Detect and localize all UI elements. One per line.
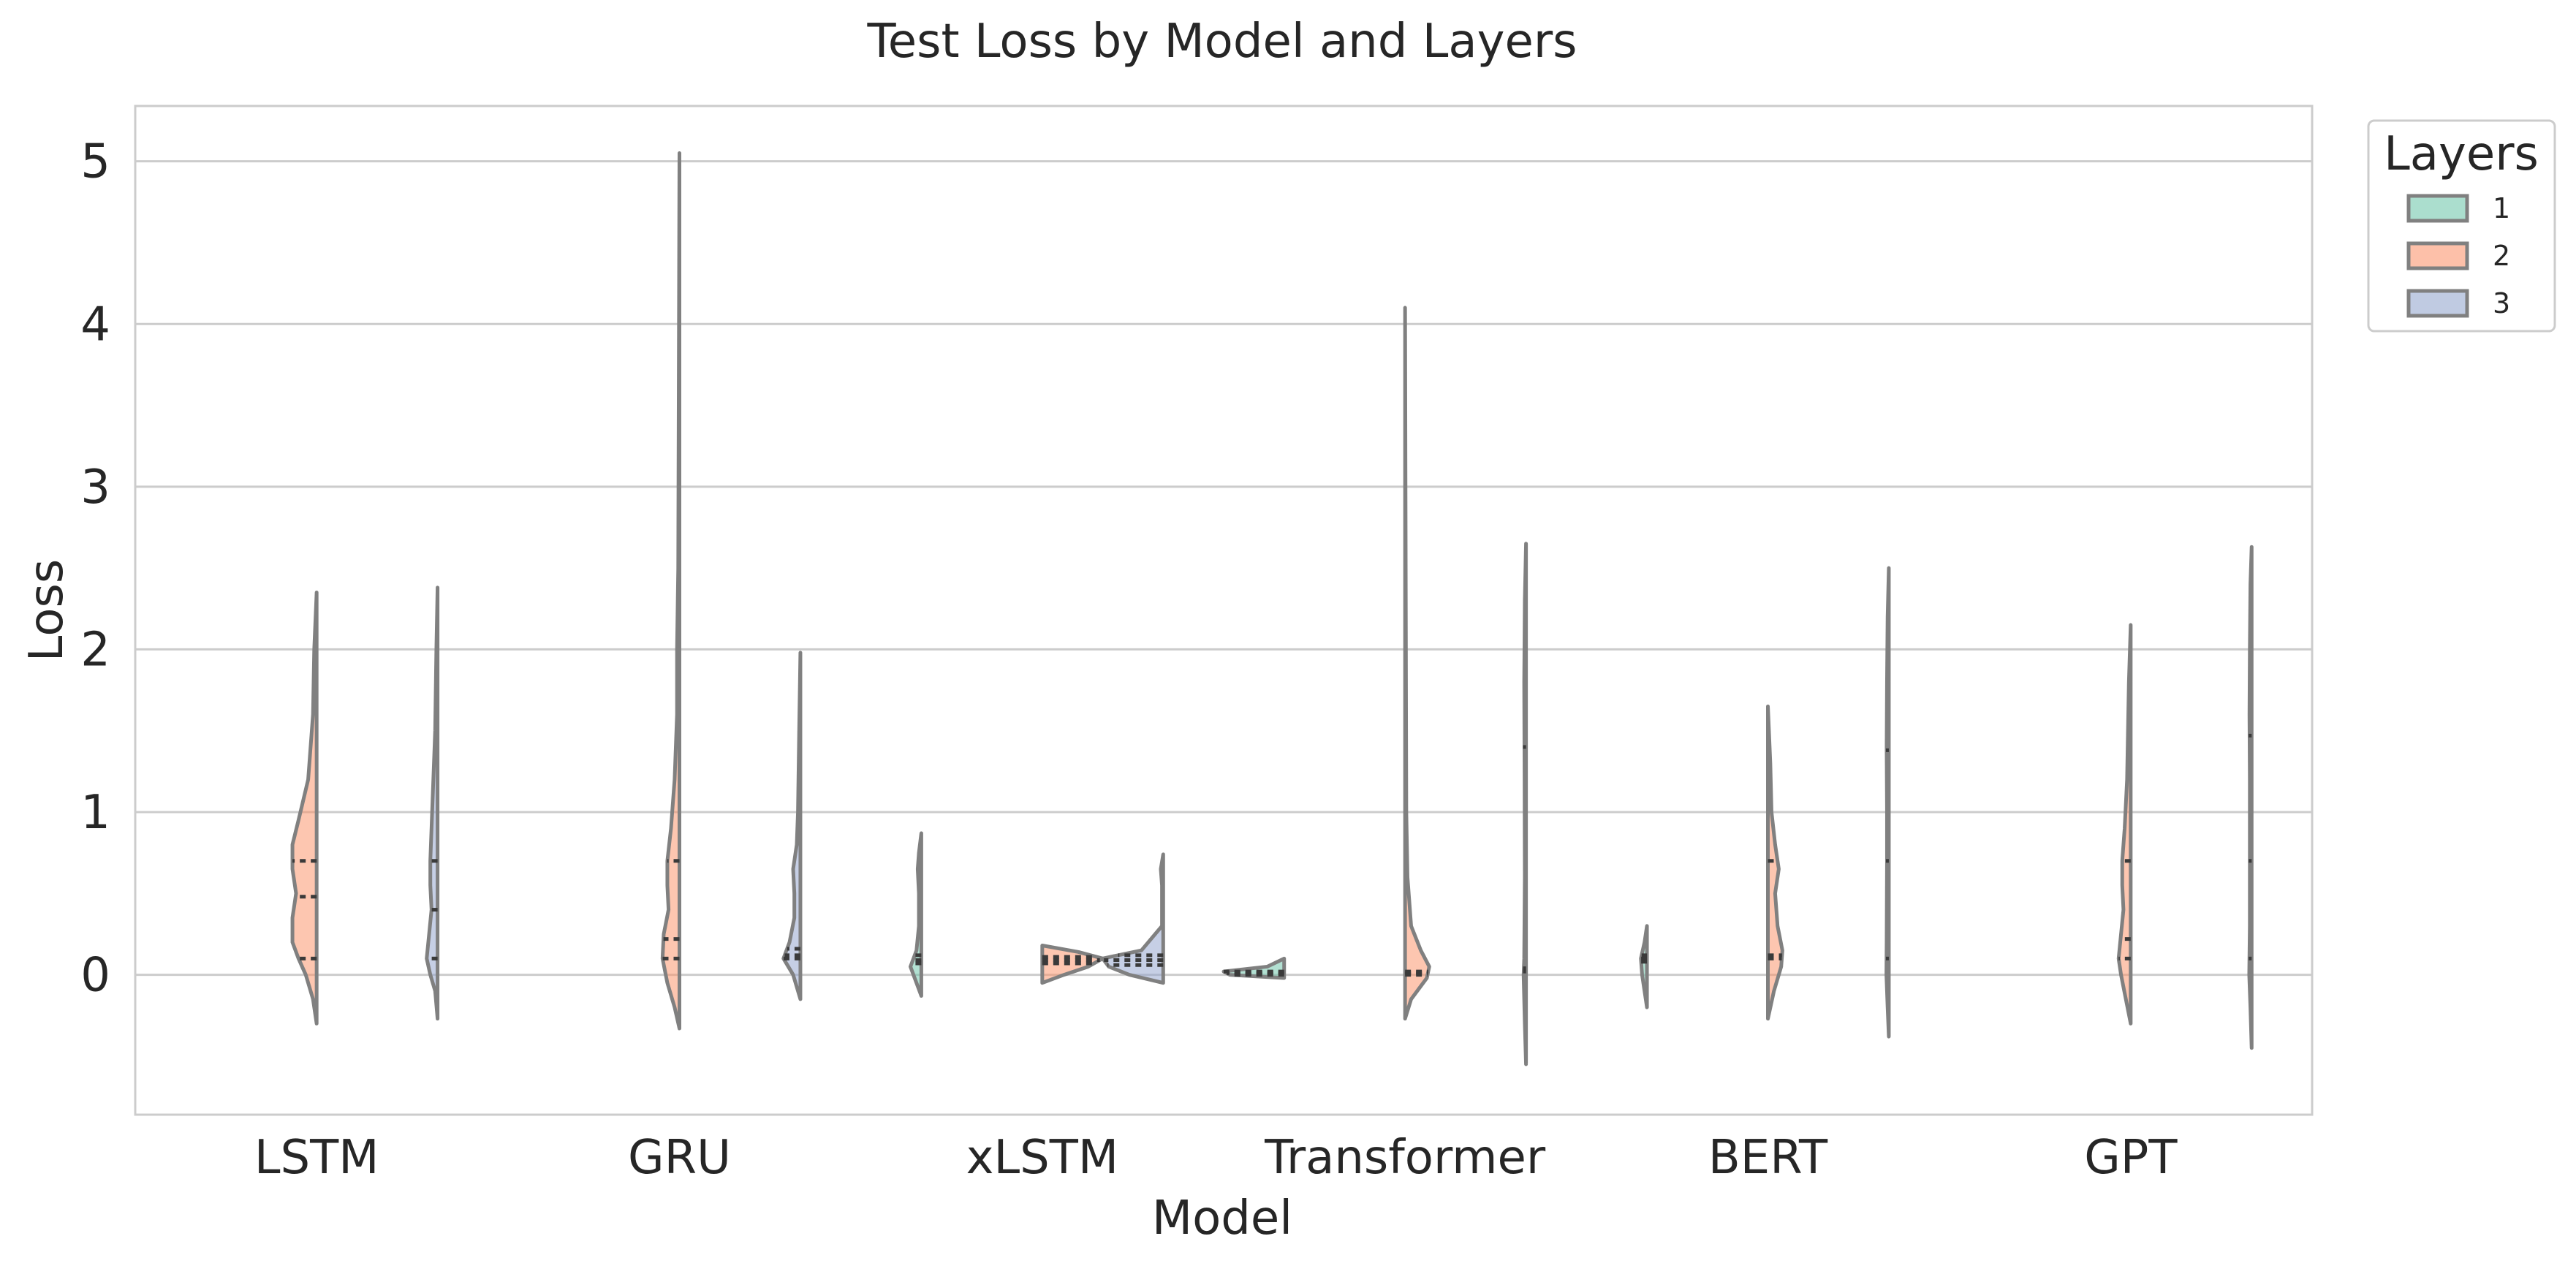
violin-xlstm-layers-3 xyxy=(1101,852,1165,985)
legend-label: 3 xyxy=(2493,287,2510,319)
violin-body xyxy=(1521,542,1528,1066)
legend-swatch xyxy=(2406,289,2469,318)
legend-box xyxy=(2367,119,2556,333)
legend-label: 2 xyxy=(2493,240,2510,272)
y-tick-label: 0 xyxy=(80,949,110,1003)
legend-title: Layers xyxy=(2384,127,2539,181)
chart-title: Test Loss by Model and Layers xyxy=(867,15,1577,69)
legend: Layers 1 2 3 xyxy=(2367,119,2556,333)
violin-body xyxy=(781,651,803,1001)
plot-area xyxy=(135,106,2312,1115)
gridlines xyxy=(135,160,2312,977)
x-tick-label: Transformer xyxy=(1264,1131,1546,1185)
y-tick-label: 1 xyxy=(80,786,110,840)
x-tick-label: LSTM xyxy=(254,1131,379,1185)
legend-entries: 1 2 3 xyxy=(2406,192,2510,319)
violin-gru-layers-3 xyxy=(781,651,803,1001)
x-tick-label: GPT xyxy=(2084,1131,2178,1185)
x-axis-label: Model xyxy=(1152,1191,1292,1246)
violin-gpt-layers-2 xyxy=(2116,623,2133,1026)
x-tick-label: GRU xyxy=(628,1131,731,1185)
violin-transformer-layers-1 xyxy=(1221,956,1287,980)
violin-body xyxy=(2116,623,2133,1026)
violin-bert-layers-1 xyxy=(1639,924,1649,1009)
violin-transformer-layers-2 xyxy=(1403,306,1431,1021)
legend-label: 1 xyxy=(2493,192,2510,224)
violin-bert-layers-3 xyxy=(1884,566,1891,1039)
violins xyxy=(290,151,2254,1066)
y-tick-label: 2 xyxy=(80,623,110,677)
violin-transformer-layers-3 xyxy=(1521,542,1528,1066)
plot-frame xyxy=(134,105,2314,1116)
legend-swatch xyxy=(2406,241,2469,270)
violin-body xyxy=(290,591,319,1026)
y-tick-label: 3 xyxy=(80,460,110,515)
violin-body xyxy=(1403,306,1431,1021)
y-tick-label: 5 xyxy=(80,135,110,189)
violin-body xyxy=(1884,566,1891,1039)
violin-bert-layers-2 xyxy=(1766,704,1784,1021)
violin-xlstm-layers-2 xyxy=(1040,944,1105,985)
y-axis-label: Loss xyxy=(20,559,74,662)
legend-swatch xyxy=(2406,194,2469,223)
x-tick-label: BERT xyxy=(1708,1131,1828,1185)
y-axis: 0 1 2 3 4 5 xyxy=(80,135,110,1003)
violin-lstm-layers-2 xyxy=(290,591,319,1026)
x-axis: LSTM GRU xLSTM Transformer BERT GPT xyxy=(254,1131,2178,1185)
violin-xlstm-layers-1 xyxy=(909,831,923,998)
y-tick-label: 4 xyxy=(80,297,110,352)
violin-lstm-layers-3 xyxy=(425,585,440,1021)
violin-gpt-layers-3 xyxy=(2247,545,2254,1050)
violin-body xyxy=(2247,545,2254,1050)
x-tick-label: xLSTM xyxy=(966,1131,1118,1185)
violin-body xyxy=(1639,924,1649,1009)
violin-body xyxy=(1766,704,1784,1021)
violin-body xyxy=(1101,852,1165,985)
violin-gru-layers-2 xyxy=(660,151,681,1031)
